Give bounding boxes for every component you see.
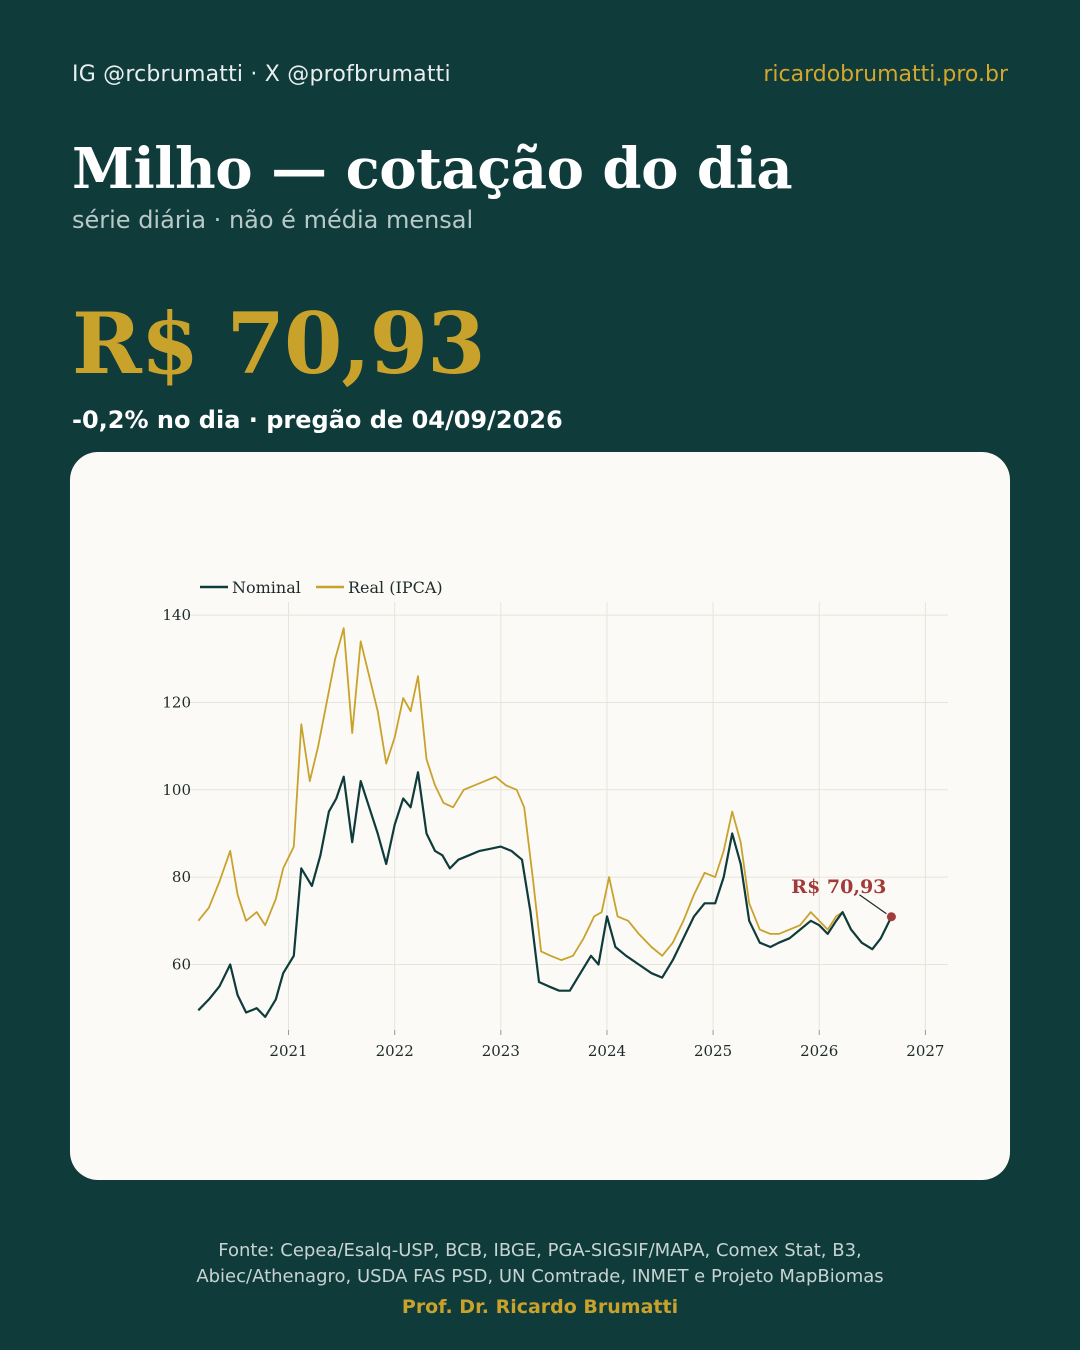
- price-chart: 2021 2022 2023 2024 2025 2026 2027 60 80 100 120 1…: [162, 578, 948, 1060]
- source-line-2: Abiec/Athenagro, USDA FAS PSD, UN Comtra…: [196, 1266, 884, 1287]
- page-subtitle: série diária · não é média mensal: [72, 206, 474, 234]
- x-tick-label: 2024: [588, 1042, 626, 1060]
- last-value-annotation: R$ 70,93: [791, 876, 896, 922]
- author-credit: Prof. Dr. Ricardo Brumatti: [401, 1296, 679, 1318]
- chart-series: [197, 627, 893, 1018]
- series-line-real: [197, 627, 893, 961]
- series-line-nominal: [197, 771, 893, 1018]
- y-tick-label: 140: [162, 606, 191, 624]
- x-tick-label: 2023: [482, 1042, 520, 1060]
- legend-label-nominal: Nominal: [232, 578, 301, 597]
- annotation-label: R$ 70,93: [791, 876, 886, 898]
- x-tick-label: 2025: [694, 1042, 732, 1060]
- x-axis-ticks: 2021 2022 2023 2024 2025 2026 2027: [269, 1030, 944, 1060]
- y-tick-label: 80: [172, 868, 191, 886]
- x-tick-label: 2026: [800, 1042, 838, 1060]
- website-link[interactable]: ricardobrumatti.pro.br: [763, 62, 1008, 87]
- x-tick-label: 2021: [269, 1042, 307, 1060]
- y-tick-label: 60: [172, 955, 191, 973]
- chart-legend: Nominal Real (IPCA): [200, 578, 443, 597]
- x-tick-label: 2022: [376, 1042, 414, 1060]
- daily-change: -0,2% no dia · pregão de 04/09/2026: [72, 406, 563, 434]
- source-footer: Fonte: Cepea/Esalq-USP, BCB, IBGE, PGA-S…: [0, 1238, 1080, 1290]
- annotation-leader: [859, 894, 887, 915]
- source-line-1: Fonte: Cepea/Esalq-USP, BCB, IBGE, PGA-S…: [218, 1240, 862, 1261]
- y-tick-label: 100: [162, 781, 191, 799]
- page-title: Milho — cotação do dia: [72, 136, 793, 202]
- social-handles: IG @rcbrumatti · X @profbrumatti: [72, 62, 451, 87]
- x-tick-label: 2027: [906, 1042, 944, 1060]
- chart-card: 2021 2022 2023 2024 2025 2026 2027 60 80 100 120 1…: [70, 452, 1010, 1180]
- y-tick-label: 120: [162, 693, 191, 711]
- legend-label-real: Real (IPCA): [348, 578, 443, 597]
- last-value-marker: [886, 912, 896, 922]
- y-axis-ticks: 60 80 100 120 140: [162, 606, 191, 973]
- current-price: R$ 70,93: [72, 294, 486, 393]
- chart-grid: [185, 602, 948, 1030]
